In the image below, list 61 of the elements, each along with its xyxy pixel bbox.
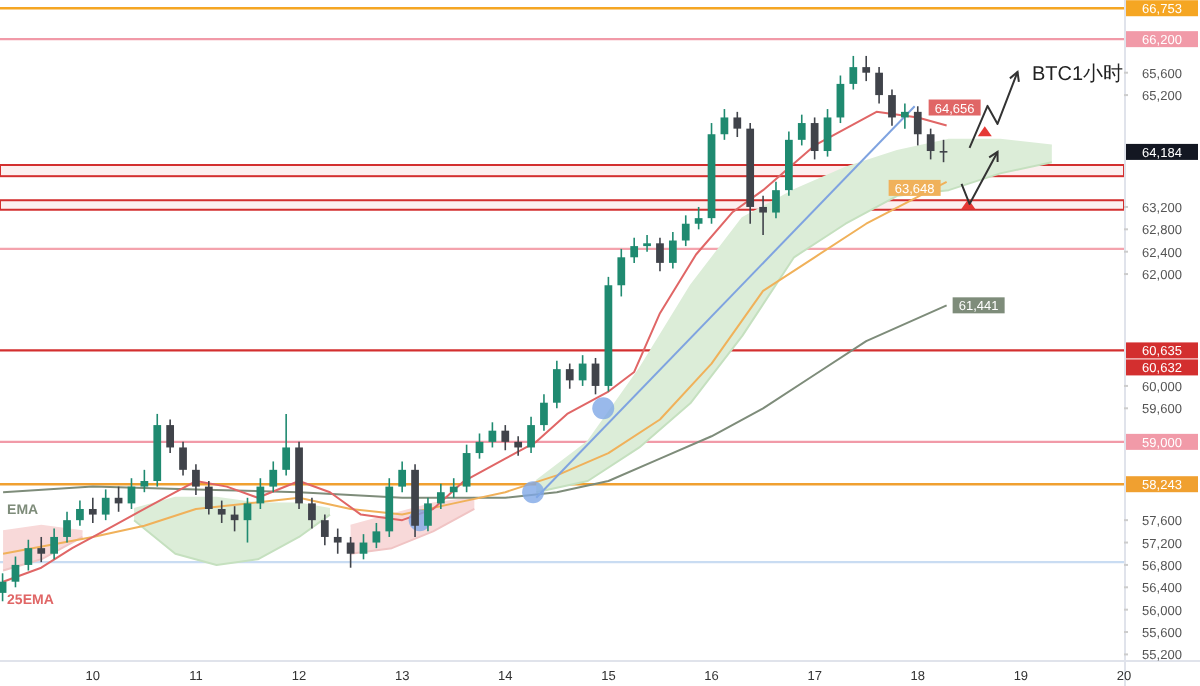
candlestick [823, 108, 832, 158]
point [977, 126, 992, 137]
candlestick [888, 88, 896, 127]
candlestick [204, 480, 213, 516]
candlestick [88, 497, 97, 524]
candlestick [681, 214, 690, 247]
candlestick [424, 497, 432, 533]
candlestick [913, 105, 922, 147]
annotation: BTC1小时 [1032, 62, 1124, 86]
candlestick [875, 66, 883, 105]
candlestick [282, 413, 291, 477]
candlestick [63, 510, 71, 544]
candlestick [269, 460, 278, 493]
candlestick [179, 441, 187, 477]
candlestick [192, 463, 200, 496]
candlestick [501, 424, 510, 452]
point [522, 481, 545, 504]
candlestick [0, 572, 7, 603]
candlestick [901, 102, 909, 130]
candlestick [217, 499, 226, 524]
candlestick [372, 522, 381, 549]
candlestick [552, 359, 561, 410]
candlestick [540, 393, 548, 432]
candlestick [462, 443, 471, 493]
candlestick [398, 460, 407, 493]
candlestick [643, 234, 651, 253]
candlestick [849, 55, 858, 91]
candlestick [797, 113, 806, 147]
candlestick [617, 248, 626, 298]
candlestick [668, 231, 677, 270]
candlestick [772, 180, 780, 219]
candlestick [166, 418, 175, 454]
candlestick [436, 483, 445, 510]
candlestick [939, 139, 948, 163]
candlestick [720, 108, 729, 141]
candlestick [308, 497, 316, 530]
candlestick [243, 497, 252, 544]
candlestick [385, 477, 394, 538]
candlestick [862, 55, 871, 82]
line-series [2, 304, 948, 499]
candlestick [320, 513, 329, 547]
candlestick [733, 111, 742, 138]
candlestick [630, 236, 639, 264]
candlestick [514, 435, 523, 457]
candlestick [140, 469, 149, 493]
candlestick [565, 362, 574, 390]
candlestick [333, 527, 342, 555]
candlestick [759, 194, 767, 236]
candlestick [24, 538, 33, 572]
candlestick [694, 206, 703, 231]
candlestick [11, 555, 20, 589]
candlestick [101, 488, 110, 521]
candlestick [926, 127, 935, 161]
candlestick [50, 527, 58, 561]
candlestick [656, 236, 664, 273]
candlestick [76, 499, 84, 527]
candlestick [37, 536, 46, 563]
candlestick [527, 415, 535, 454]
candlestick [449, 477, 458, 499]
candlestick [810, 116, 819, 161]
point [592, 397, 615, 420]
